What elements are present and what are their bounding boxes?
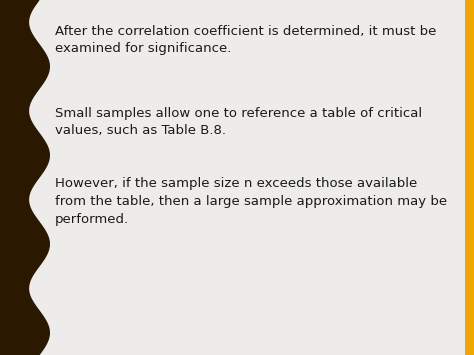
Text: However, if the sample size n exceeds those available
from the table, then a lar: However, if the sample size n exceeds th… <box>55 178 447 225</box>
Text: Small samples allow one to reference a table of critical
values, such as Table B: Small samples allow one to reference a t… <box>55 106 422 137</box>
Bar <box>465 0 474 355</box>
Polygon shape <box>0 0 49 355</box>
Text: After the correlation coefficient is determined, it must be
examined for signifi: After the correlation coefficient is det… <box>55 25 436 55</box>
